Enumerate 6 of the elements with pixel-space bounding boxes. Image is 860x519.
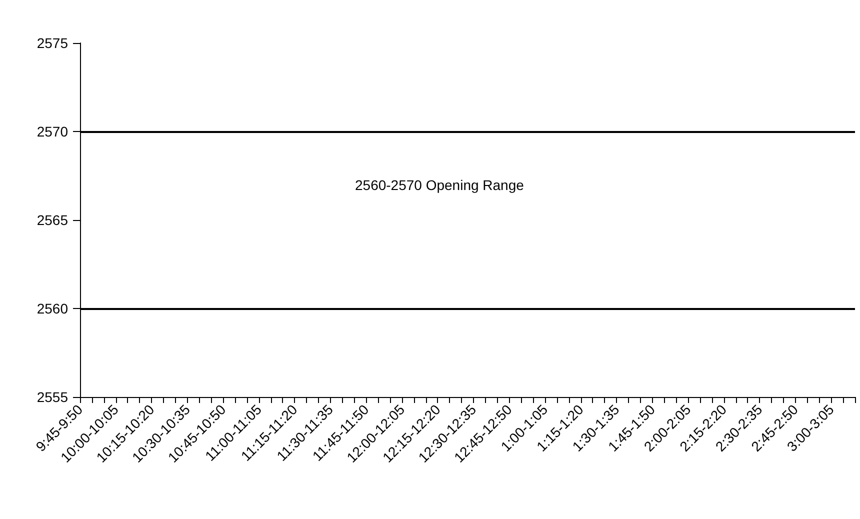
- y-tick-label: 2570: [36, 124, 68, 140]
- y-tick-label: 2560: [36, 300, 68, 316]
- y-tick-label: 2555: [36, 389, 68, 405]
- y-tick-label: 2565: [36, 212, 68, 228]
- annotation: 2560-2570 Opening Range: [355, 177, 524, 193]
- y-tick-label: 2575: [36, 35, 68, 51]
